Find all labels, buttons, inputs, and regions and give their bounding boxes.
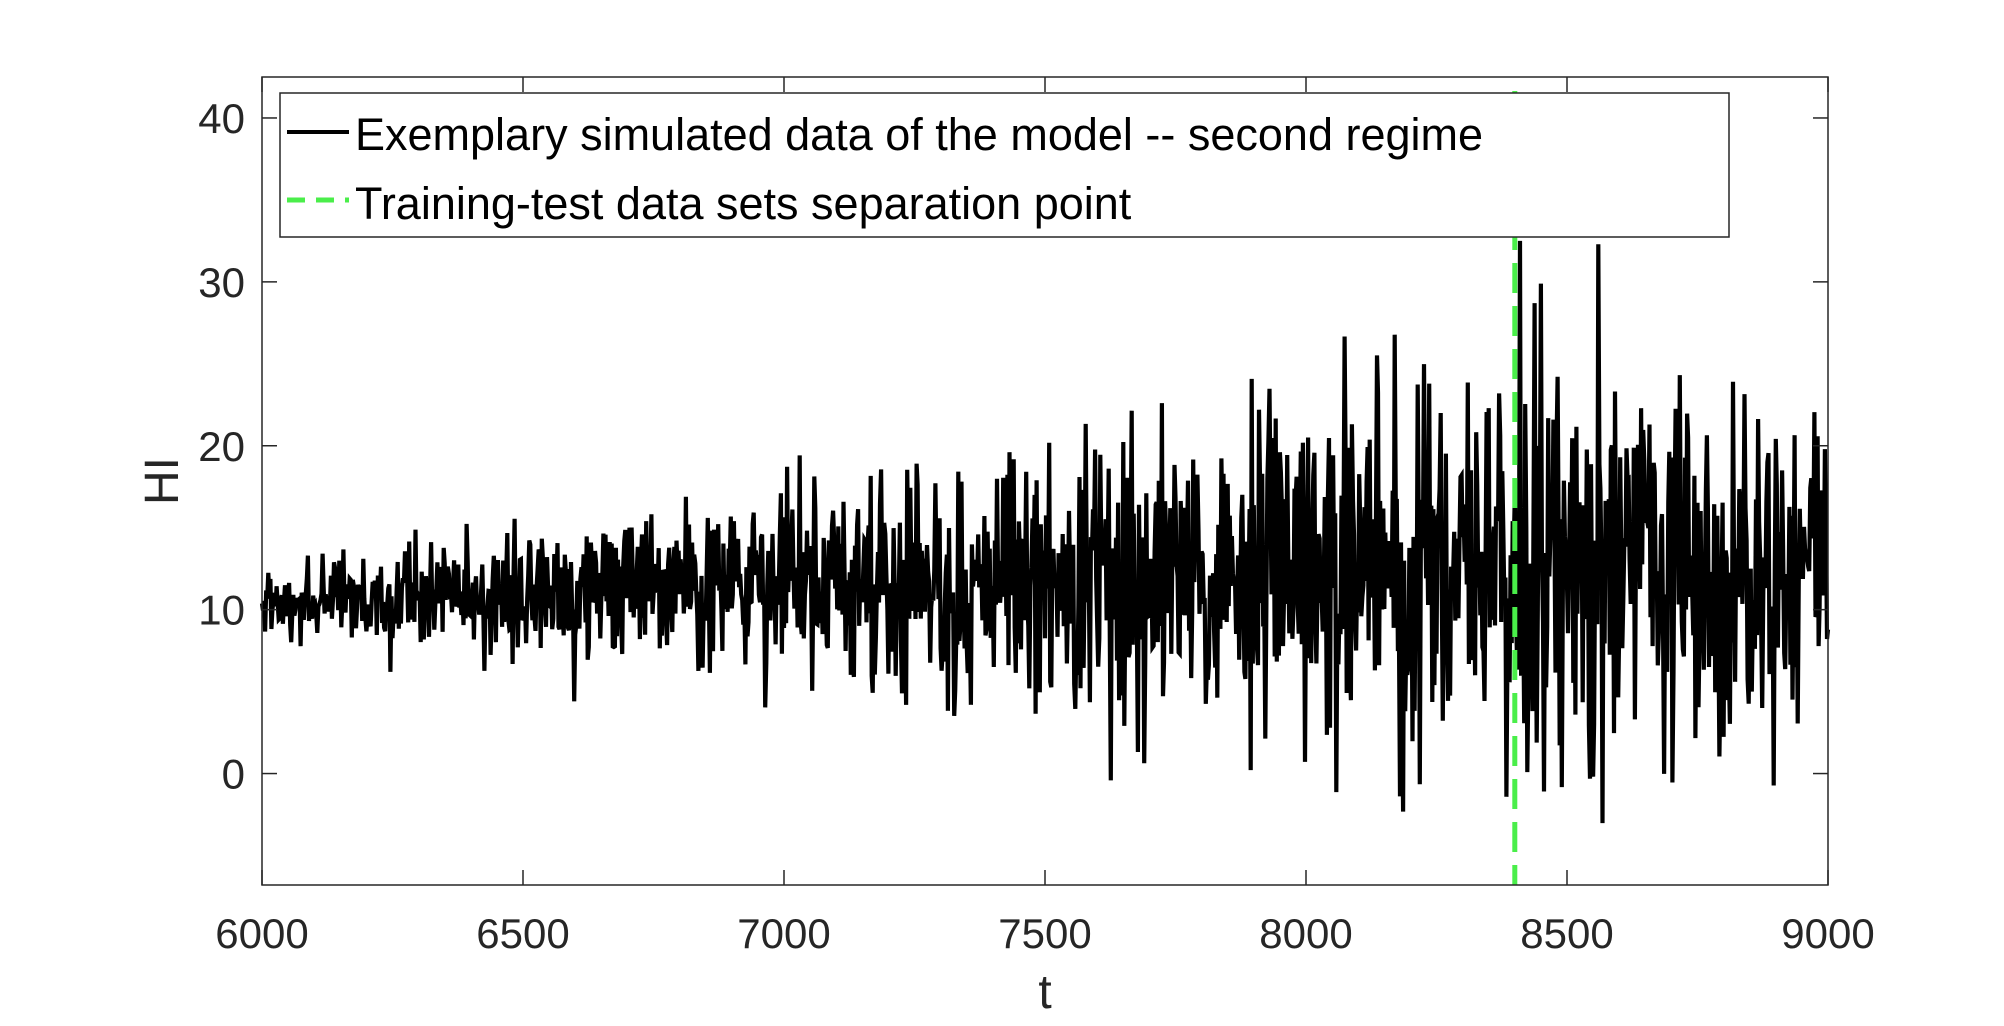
y-axis-label: HI — [136, 457, 189, 505]
y-tick-label: 40 — [198, 95, 245, 142]
y-tick-label: 20 — [198, 423, 245, 470]
y-tick-label: 10 — [198, 587, 245, 634]
legend: Exemplary simulated data of the model --… — [279, 92, 1730, 238]
x-axis-label: t — [1038, 966, 1051, 1019]
x-tick-label: 9000 — [1781, 910, 1874, 957]
legend-label-simulated-data: Exemplary simulated data of the model --… — [355, 109, 1483, 160]
x-tick-label: 8500 — [1520, 910, 1613, 957]
series-line-simulated-data — [259, 240, 1831, 824]
x-tick-label: 7000 — [737, 910, 830, 957]
legend-box — [279, 92, 1730, 238]
legend-label-separation-point: Training-test data sets separation point — [355, 178, 1132, 229]
axes-layer: 6000 6500 7000 7500 8000 8500 9000 0 10 20 30 40 — [198, 76, 1875, 957]
y-tick-label: 0 — [222, 751, 245, 798]
x-tick-label: 8000 — [1259, 910, 1352, 957]
x-tick-label: 6500 — [476, 910, 569, 957]
x-tick-label: 6000 — [215, 910, 308, 957]
y-tick-label: 30 — [198, 259, 245, 306]
x-tick-label: 7500 — [998, 910, 1091, 957]
